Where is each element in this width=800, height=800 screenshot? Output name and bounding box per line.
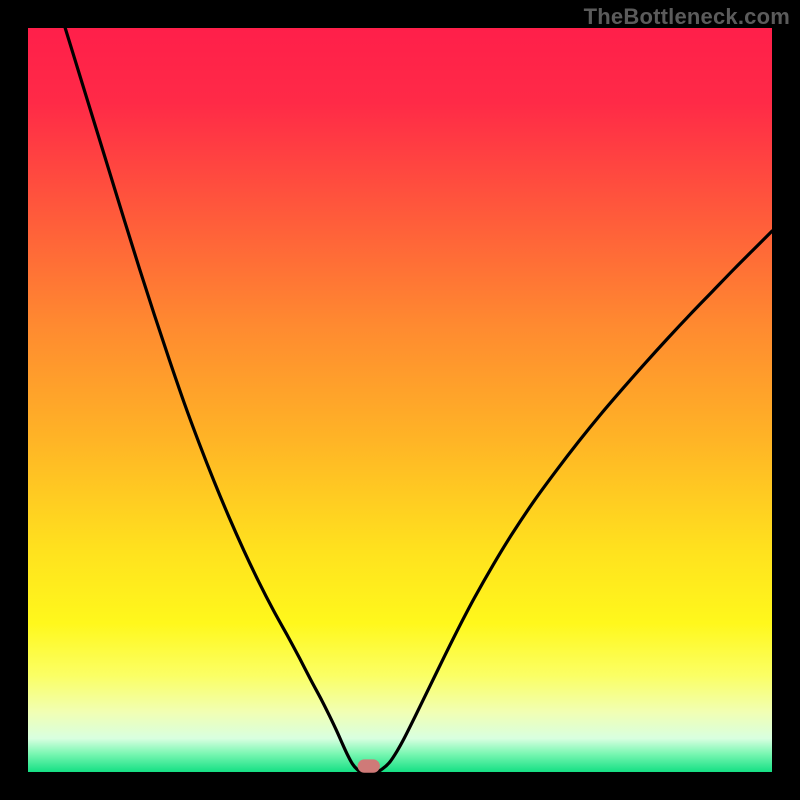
- watermark-label: TheBottleneck.com: [584, 4, 790, 30]
- bottleneck-chart: TheBottleneck.com: [0, 0, 800, 800]
- chart-background: [28, 28, 772, 772]
- optimum-marker: [358, 759, 380, 772]
- chart-svg: [0, 0, 800, 800]
